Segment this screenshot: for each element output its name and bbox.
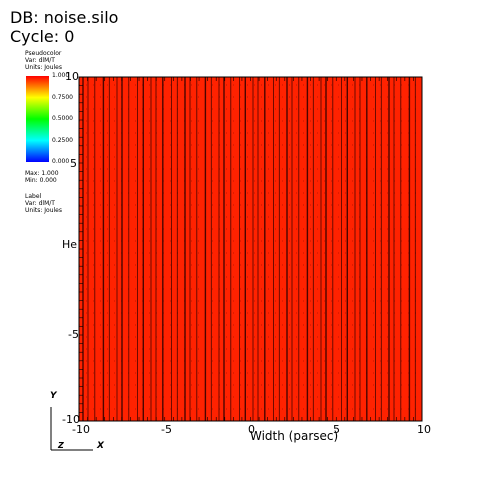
label-legend-title: Label bbox=[25, 193, 42, 200]
x-tick-label: -5 bbox=[161, 423, 172, 436]
x-axis-label: Width (parsec) bbox=[250, 429, 339, 443]
y-tick-label: 10 bbox=[65, 70, 79, 83]
label-legend-var: Var: dlM/T bbox=[25, 200, 55, 207]
pseudocolor-legend-title: Pseudocolor bbox=[25, 50, 62, 57]
title-block: DB: noise.silo Cycle: 0 bbox=[10, 8, 118, 46]
triad-y-label: Y bbox=[50, 391, 57, 401]
y-tick-label: -10 bbox=[62, 413, 80, 426]
legend-tick: 0.2500 bbox=[52, 137, 73, 144]
legend-tick: 0.5000 bbox=[52, 115, 73, 122]
x-tick-label: 0 bbox=[248, 423, 255, 436]
legend-max: Max: 1.000 bbox=[25, 170, 59, 177]
y-tick-label: 5 bbox=[70, 157, 77, 170]
triad-z-label: Z bbox=[58, 441, 64, 450]
x-tick-label: 10 bbox=[417, 423, 431, 436]
pseudocolor-legend-var: Var: dlM/T bbox=[25, 57, 55, 64]
legend-tick: 0.000 bbox=[52, 158, 70, 165]
color-bar bbox=[26, 76, 49, 162]
x-tick-label: 5 bbox=[333, 423, 340, 436]
db-name: DB: noise.silo bbox=[10, 8, 119, 27]
legend-min: Min: 0.000 bbox=[25, 177, 57, 184]
legend-tick: 1.000 bbox=[52, 72, 70, 79]
y-tick-label: -5 bbox=[68, 328, 79, 341]
label-legend-units: Units: Joules bbox=[25, 207, 62, 214]
triad-x-label: X bbox=[97, 441, 104, 451]
y-axis-label-fragment: He bbox=[62, 238, 78, 251]
legend-tick: 0.7500 bbox=[52, 94, 73, 101]
cycle-label: Cycle: 0 bbox=[10, 27, 75, 46]
x-tick-label: -10 bbox=[72, 423, 90, 436]
plot-fill bbox=[79, 77, 422, 421]
pseudocolor-legend-units: Units: Joules bbox=[25, 64, 62, 71]
